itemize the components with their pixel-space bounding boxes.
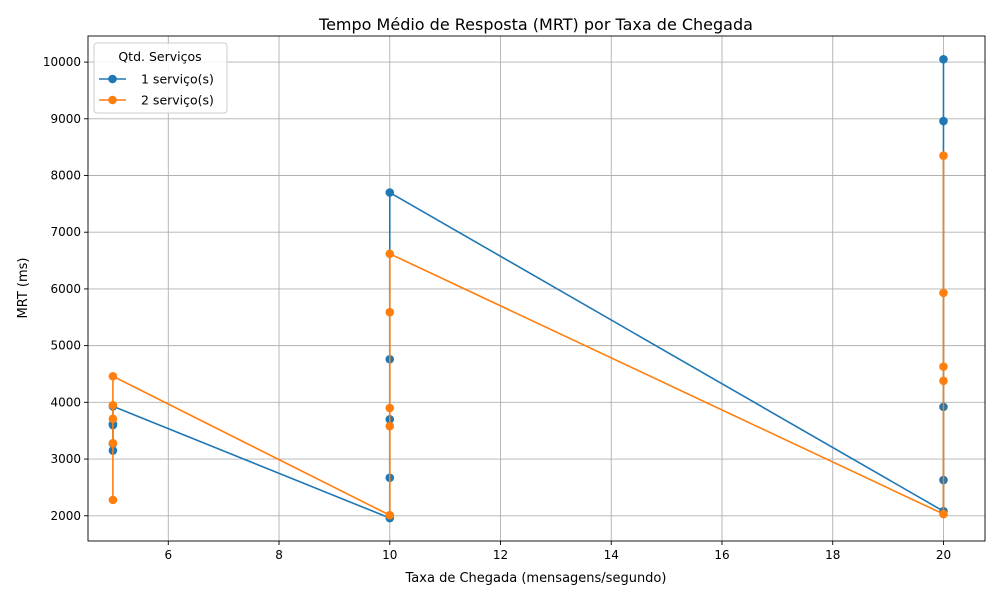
data-point <box>939 54 948 64</box>
data-point <box>385 307 395 317</box>
x-tick-label: 16 <box>714 548 729 562</box>
legend-entry: 1 serviço(s) <box>99 72 214 87</box>
legend-items: 1 serviço(s) 2 serviço(s) <box>99 72 214 108</box>
x-tick-label: 12 <box>493 548 508 562</box>
data-point <box>108 414 118 424</box>
data-point <box>385 188 395 197</box>
legend-label: 2 serviço(s) <box>141 93 214 108</box>
legend-label: 1 serviço(s) <box>141 72 214 87</box>
y-tick-label: 9000 <box>50 112 81 126</box>
legend-marker <box>108 74 117 84</box>
x-tick-label: 10 <box>382 548 397 562</box>
y-tick-label: 6000 <box>50 282 81 296</box>
legend-box <box>93 42 228 114</box>
y-axis-label: MRT (ms) <box>16 258 31 319</box>
data-point <box>385 403 395 413</box>
series-2 <box>108 151 948 520</box>
legend-marker <box>108 95 117 105</box>
y-tick-label: 7000 <box>50 225 81 239</box>
x-axis-label: Taxa de Chegada (mensagens/segundo) <box>405 571 667 586</box>
y-tick-label: 5000 <box>50 339 81 353</box>
data-point <box>108 438 118 448</box>
x-tick-label: 18 <box>825 548 840 562</box>
x-tick-label: 6 <box>164 548 172 562</box>
x-tick-label: 8 <box>275 548 283 562</box>
y-tick-label: 10000 <box>43 55 81 69</box>
data-point <box>939 509 948 519</box>
data-point <box>385 249 395 259</box>
data-point <box>939 362 948 371</box>
y-tick-label: 2000 <box>50 509 81 523</box>
data-point <box>939 376 948 386</box>
chart-title: Tempo Médio de Resposta (MRT) por Taxa d… <box>318 15 753 34</box>
y-tick-label: 4000 <box>50 395 81 409</box>
data-point <box>385 510 395 520</box>
y-axis: 2000 3000 4000 5000 6000 7000 8000 9000 10000 <box>43 55 88 523</box>
legend-entry: 2 serviço(s) <box>99 93 214 108</box>
legend: Qtd. Serviços 1 serviço(s) 2 serviço(s) <box>93 42 228 114</box>
x-axis: 6 8 10 12 14 16 18 20 <box>164 541 951 562</box>
data-point <box>108 400 118 410</box>
y-tick-label: 3000 <box>50 452 81 466</box>
x-tick-label: 20 <box>936 548 951 562</box>
data-point <box>939 116 948 126</box>
data-point <box>108 495 118 505</box>
data-point <box>939 151 948 160</box>
data-point <box>939 288 948 298</box>
x-tick-label: 14 <box>604 548 619 562</box>
series-layer <box>108 54 948 523</box>
legend-title: Qtd. Serviços <box>118 49 201 64</box>
data-point <box>385 421 395 431</box>
data-point <box>108 371 118 381</box>
y-tick-label: 8000 <box>50 169 81 183</box>
